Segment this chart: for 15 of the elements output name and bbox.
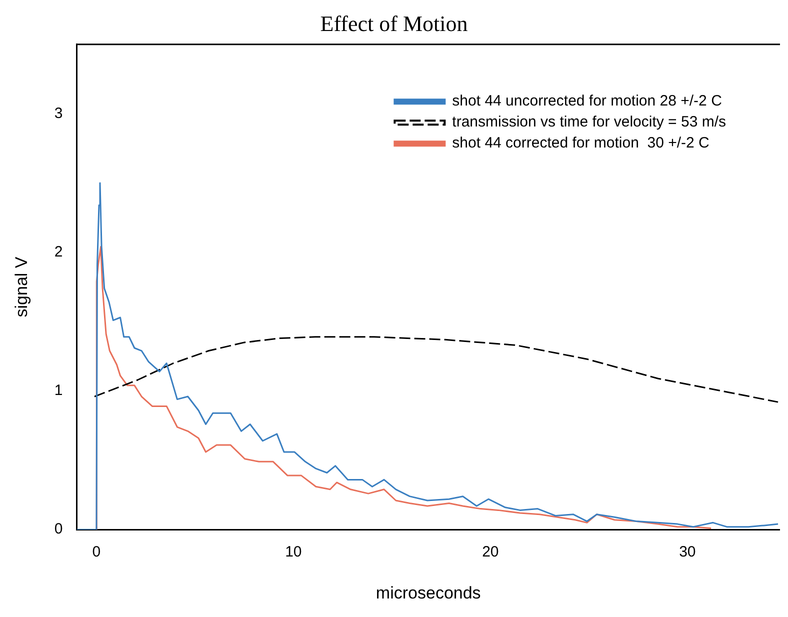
legend-label: transmission vs time for velocity = 53 m/s bbox=[452, 114, 726, 131]
line-series bbox=[94, 336, 779, 403]
x-tick-label: 30 bbox=[679, 544, 696, 561]
x-tick-label: 20 bbox=[482, 544, 499, 561]
y-tick-label: 2 bbox=[54, 243, 63, 260]
x-axis-title: microseconds bbox=[376, 583, 481, 602]
chart-title: Effect of Motion bbox=[320, 10, 468, 36]
legend-label: shot 44 uncorrected for motion 28 +/-2 C bbox=[452, 92, 722, 110]
y-tick-label: 3 bbox=[54, 104, 63, 122]
x-tick-label: 10 bbox=[285, 544, 302, 561]
y-axis-title: signal V bbox=[12, 256, 31, 318]
y-tick-label: 0 bbox=[54, 520, 63, 538]
x-tick-label: 0 bbox=[92, 544, 101, 561]
y-tick-label: 1 bbox=[54, 382, 63, 400]
legend-label: shot 44 corrected for motion 30 +/-2 C bbox=[452, 134, 710, 152]
